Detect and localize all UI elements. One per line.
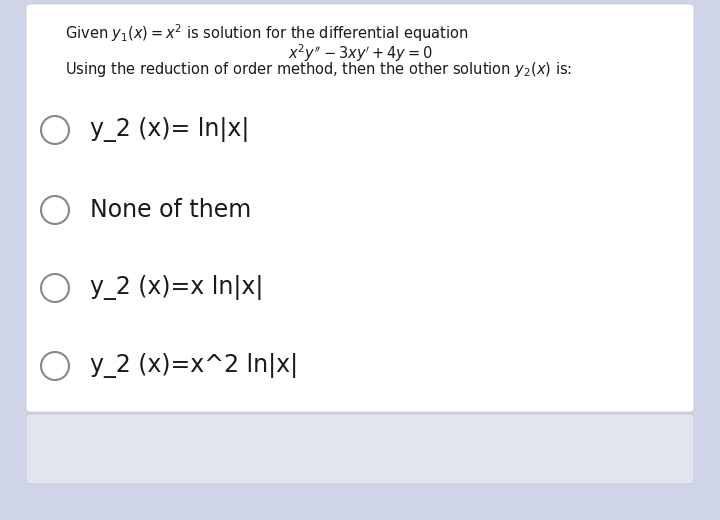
Text: y_2 (x)=x^2 ln|x|: y_2 (x)=x^2 ln|x| [90, 354, 298, 379]
Text: y_2 (x)=x ln|x|: y_2 (x)=x ln|x| [90, 276, 264, 301]
Text: $x^2y'' - 3xy' + 4y = 0$: $x^2y'' - 3xy' + 4y = 0$ [287, 42, 433, 63]
Text: Using the reduction of order method, then the other solution $y_2(x)$ is:: Using the reduction of order method, the… [65, 60, 572, 79]
FancyBboxPatch shape [26, 414, 694, 484]
Text: Given $y_1(x) = x^2$ is solution for the differential equation: Given $y_1(x) = x^2$ is solution for the… [65, 22, 469, 44]
FancyBboxPatch shape [26, 4, 694, 412]
Text: y_2 (x)= ln|x|: y_2 (x)= ln|x| [90, 118, 249, 142]
Text: None of them: None of them [90, 198, 251, 222]
